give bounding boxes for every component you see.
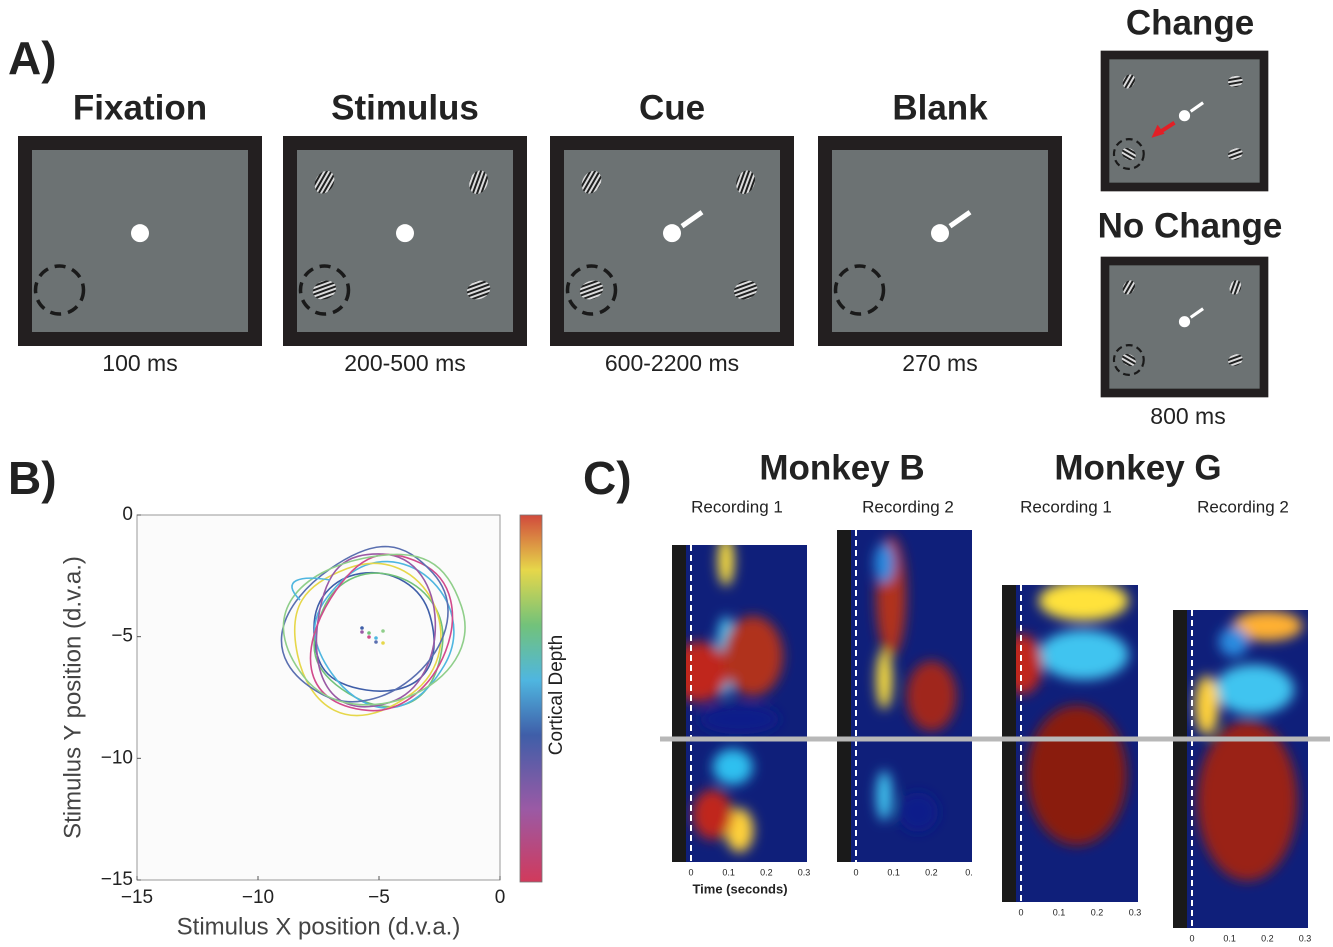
blob — [1195, 675, 1219, 735]
colorbar — [520, 515, 542, 882]
blob — [718, 536, 734, 586]
rf-center — [374, 636, 378, 640]
blob — [713, 749, 753, 785]
blob — [876, 649, 892, 709]
rf-center — [367, 635, 371, 639]
blob — [700, 704, 780, 734]
x-tick-label: 0.1 — [1223, 933, 1236, 943]
duration: 800 ms — [1150, 403, 1225, 429]
x-tick-label: 0.2 — [925, 867, 938, 877]
x-tick-label: −5 — [368, 887, 390, 908]
rf-center — [360, 626, 364, 630]
rf-center — [381, 641, 385, 645]
recording-title: Recording 1 — [1020, 497, 1112, 516]
x-tick-label: 0.2 — [1091, 907, 1104, 917]
fixation-dot — [1179, 110, 1190, 121]
colorbar-label: Cortical Depth — [546, 635, 567, 755]
x-axis-label: Stimulus X position (d.v.a.) — [177, 913, 461, 940]
monkey-title: Monkey G — [1054, 448, 1221, 487]
blob — [1027, 705, 1127, 845]
outcome-title: No Change — [1098, 206, 1283, 245]
heatmap — [669, 536, 807, 862]
blob — [1039, 581, 1129, 621]
outcome-title: Change — [1126, 3, 1254, 42]
rf-center — [360, 630, 364, 634]
baseline-strip — [1173, 610, 1187, 928]
screen-title: Blank — [892, 88, 988, 127]
baseline-strip — [837, 530, 851, 862]
blob — [1219, 627, 1249, 657]
x-tick-label: 0 — [1018, 907, 1023, 917]
blob — [723, 616, 783, 696]
blob — [898, 792, 938, 832]
fixation-dot — [931, 224, 949, 242]
x-tick-label: 0 — [1189, 933, 1194, 943]
x-tick-label: 0.1 — [722, 867, 735, 877]
x-tick-label: 0.2 — [760, 867, 773, 877]
x-tick-label: 0.1 — [1053, 907, 1066, 917]
figure: A) B) C) Fixation 100 ms Stimulus 200-500 m… — [0, 0, 1333, 947]
x-tick-label: 0 — [688, 867, 693, 877]
baseline-strip — [672, 545, 686, 862]
duration: 100 ms — [102, 350, 177, 376]
baseline-strip — [1002, 585, 1016, 902]
panel-label: A) — [8, 32, 57, 84]
x-tick-label: 0.3 — [1299, 933, 1312, 943]
duration: 270 ms — [902, 350, 977, 376]
y-tick-label: −5 — [111, 626, 133, 647]
monkey-title: Monkey B — [759, 448, 924, 487]
x-tick-label: 0.3 — [798, 867, 811, 877]
x-tick-label: 0.2 — [1261, 933, 1274, 943]
x-tick-label: 0. — [965, 867, 973, 877]
fixation-dot — [396, 224, 414, 242]
x-tick-label: −15 — [121, 887, 153, 908]
x-tick-label: 0.1 — [887, 867, 900, 877]
duration: 200-500 ms — [344, 350, 465, 376]
duration: 600-2200 ms — [605, 350, 739, 376]
screen-title: Fixation — [73, 88, 207, 127]
x-tick-label: 0 — [853, 867, 858, 877]
blob — [1197, 721, 1297, 881]
panel-label: C) — [583, 452, 632, 504]
y-tick-label: 0 — [122, 504, 133, 525]
recording-title: Recording 2 — [862, 497, 954, 516]
heatmap — [1173, 610, 1308, 928]
rf-center — [374, 640, 378, 644]
blob — [907, 661, 957, 731]
x-axis-label: Time (seconds) — [692, 881, 787, 896]
recording-title: Recording 2 — [1197, 497, 1289, 516]
x-tick-label: 0 — [495, 887, 506, 908]
x-tick-label: 0.3 — [1129, 907, 1142, 917]
panel-label: B) — [8, 452, 57, 504]
blob — [693, 789, 733, 839]
blob — [1214, 665, 1294, 715]
recording-title: Recording 1 — [691, 497, 783, 516]
heatmap — [837, 530, 972, 862]
fixation-dot — [131, 224, 149, 242]
screen-title: Cue — [639, 88, 705, 127]
blob — [876, 771, 892, 821]
y-tick-label: −10 — [101, 747, 133, 768]
y-axis-label: Stimulus Y position (d.v.a.) — [59, 556, 86, 839]
y-tick-label: −15 — [101, 869, 133, 890]
blob — [874, 543, 894, 583]
blob — [1039, 630, 1129, 680]
rf-center — [381, 629, 385, 633]
fixation-dot — [1179, 316, 1190, 327]
screen-title: Stimulus — [331, 88, 479, 127]
rf-center — [367, 631, 371, 635]
x-tick-label: −10 — [242, 887, 274, 908]
fixation-dot — [663, 224, 681, 242]
